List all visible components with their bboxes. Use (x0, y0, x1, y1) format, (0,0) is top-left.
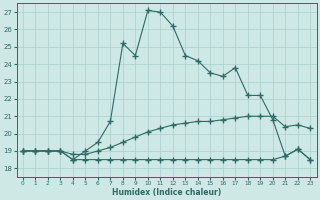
X-axis label: Humidex (Indice chaleur): Humidex (Indice chaleur) (112, 188, 221, 197)
